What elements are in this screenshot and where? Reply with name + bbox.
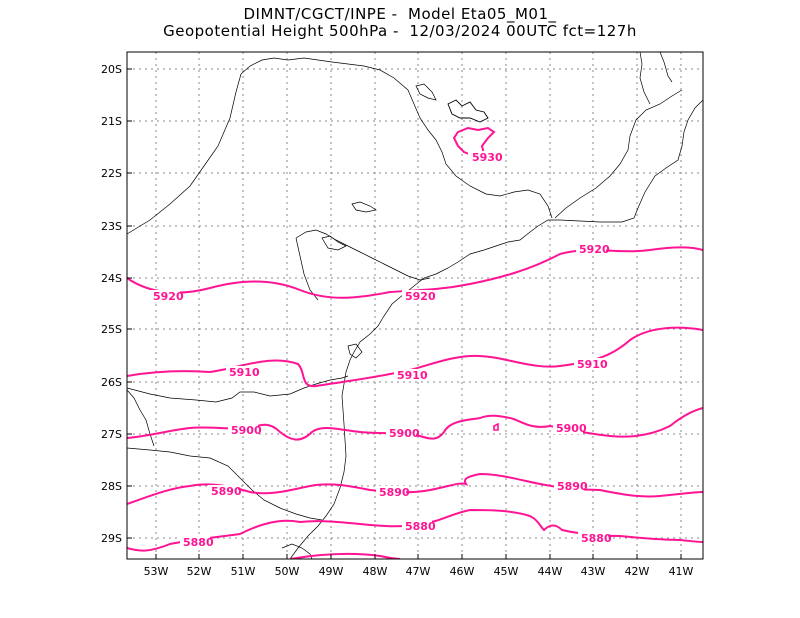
contour-5930: [452, 126, 496, 158]
lon-label-48W: 48W: [363, 565, 388, 578]
contour-label-5930: 5930: [472, 151, 503, 164]
contour-label-5890-c: 5890: [557, 480, 588, 493]
lon-labels: 53W 52W 51W 50W 49W 48W 47W 46W 45W 44W …: [144, 565, 694, 578]
lat-label-25S: 25S: [101, 323, 122, 336]
chart-title: DIMNT/CGCT/INPE - Model Eta05_M01_ Geopo…: [0, 6, 800, 40]
contour-5900-island: [493, 422, 499, 431]
lat-label-24S: 24S: [101, 272, 122, 285]
lon-label-47W: 47W: [406, 565, 431, 578]
lon-label-50W: 50W: [275, 565, 300, 578]
title-line-2: Geopotential Height 500hPa - 12/03/2024 …: [163, 22, 637, 40]
contour-label-5890-b: 5890: [379, 486, 410, 499]
contour-5890: [127, 472, 703, 505]
map-boundaries: [127, 52, 703, 559]
reservoir-furnas: [447, 99, 489, 123]
ticks: [127, 68, 682, 559]
lat-labels: 20S 21S 22S 23S 24S 25S 26S 27S 28S 29S: [101, 63, 122, 545]
state-border-pr-sc: [127, 375, 349, 403]
lon-label-45W: 45W: [494, 565, 519, 578]
state-border-sp-mg: [240, 57, 553, 219]
contour-label-5880-b: 5880: [405, 520, 436, 533]
lon-label-52W: 52W: [187, 565, 212, 578]
lon-label-41W: 41W: [669, 565, 694, 578]
contour-label-5910-b: 5910: [397, 369, 428, 382]
state-border-pr-sp: [295, 229, 431, 281]
contour-label-group: 5930 5920 5920 5920 5910 5910 5910 5900 …: [150, 151, 612, 549]
lat-label-27S: 27S: [101, 428, 122, 441]
contour-label-5900-a: 5900: [231, 424, 262, 437]
lat-label-23S: 23S: [101, 220, 122, 233]
state-border-ba: [659, 52, 673, 83]
contour-label-5920-b: 5920: [405, 290, 436, 303]
contour-label-5900-b: 5900: [389, 427, 420, 440]
lon-label-42W: 42W: [625, 565, 650, 578]
reservoir-1: [415, 83, 437, 101]
lon-label-53W: 53W: [144, 565, 169, 578]
contour-5870: [289, 552, 401, 559]
lon-label-51W: 51W: [231, 565, 256, 578]
lon-label-49W: 49W: [319, 565, 344, 578]
lat-label-28S: 28S: [101, 480, 122, 493]
state-border-sc-rs: [127, 447, 323, 521]
contour-label-5880-a: 5880: [183, 536, 214, 549]
contour-label-5920-c: 5920: [579, 243, 610, 256]
state-border-mg-es: [639, 52, 651, 105]
lon-label-44W: 44W: [538, 565, 563, 578]
reservoir-2: [351, 201, 377, 213]
coastline: [289, 99, 703, 559]
contour-label-5900-c: 5900: [556, 422, 587, 435]
contour-label-5910-c: 5910: [577, 358, 608, 371]
contour-label-5920-a: 5920: [153, 290, 184, 303]
state-border-mg-rj: [554, 89, 683, 219]
lat-label-20S: 20S: [101, 63, 122, 76]
lon-label-43W: 43W: [581, 565, 606, 578]
reservoir-4: [347, 343, 363, 359]
lat-label-22S: 22S: [101, 167, 122, 180]
lat-label-21S: 21S: [101, 115, 122, 128]
lat-label-26S: 26S: [101, 376, 122, 389]
contour-label-5910-a: 5910: [229, 366, 260, 379]
grid: [127, 52, 703, 559]
contour-label-5880-c: 5880: [581, 532, 612, 545]
border-argentina-brazil: [127, 389, 155, 447]
map-frame: [126, 51, 704, 560]
title-line-1: DIMNT/CGCT/INPE - Model Eta05_M01_: [243, 5, 557, 23]
lon-label-46W: 46W: [450, 565, 475, 578]
river-parana: [127, 73, 242, 235]
reservoir-3: [321, 235, 347, 251]
contour-label-5890-a: 5890: [211, 485, 242, 498]
contour-5880: [127, 508, 703, 552]
lat-label-29S: 29S: [101, 532, 122, 545]
